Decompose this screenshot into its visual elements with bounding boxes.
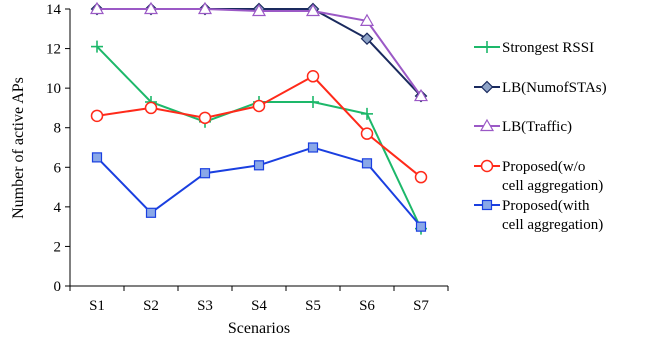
- legend-label: Proposed(with: [502, 198, 590, 214]
- data-point: [198, 111, 212, 125]
- series-2: [90, 2, 428, 103]
- data-point: [305, 3, 321, 17]
- series-line: [97, 8, 422, 97]
- x-tick-label: S4: [251, 298, 267, 314]
- y-tick-label: 0: [54, 279, 62, 295]
- series-1: [91, 40, 427, 235]
- series-line: [97, 8, 422, 97]
- y-tick-label: 2: [54, 239, 62, 255]
- series-3: [89, 1, 429, 102]
- data-point: [307, 142, 319, 153]
- data-point: [253, 160, 265, 171]
- y-tick-label: 4: [54, 200, 62, 216]
- series-line: [96, 146, 422, 228]
- legend-marker: [481, 199, 493, 211]
- legend-label: Proposed(w/o: [502, 159, 585, 175]
- y-tick-label: 12: [46, 42, 61, 58]
- legend-item: LB(NumofSTAs): [474, 80, 607, 96]
- series-5: [91, 142, 427, 232]
- y-ticks: 0 2 4 6 8 10 12 14: [46, 2, 70, 295]
- data-point: [306, 70, 320, 83]
- y-axis-title: Number of active APs: [10, 77, 27, 219]
- data-point: [199, 168, 211, 179]
- legend-label: Strongest RSSI: [502, 40, 594, 56]
- data-point: [252, 99, 266, 113]
- y-tick-label: 8: [54, 121, 62, 137]
- x-tick-label: S6: [359, 298, 375, 314]
- legend-label: LB(NumofSTAs): [502, 80, 607, 96]
- series-layer: [89, 1, 429, 235]
- y-tick-label: 10: [46, 81, 61, 97]
- data-point: [415, 221, 427, 232]
- legend-item: Strongest RSSI: [474, 40, 594, 56]
- data-point: [91, 152, 103, 163]
- legend-marker: [481, 41, 493, 53]
- x-tick-label: S7: [413, 298, 429, 314]
- data-point: [91, 40, 103, 53]
- legend-marker: [479, 118, 495, 132]
- x-tick-label: S1: [89, 298, 105, 314]
- x-axis-title: Scenarios: [228, 320, 290, 337]
- legend-item: Proposed(with cell aggregation): [474, 198, 603, 233]
- data-point: [360, 32, 374, 46]
- data-point: [359, 13, 375, 26]
- data-point: [197, 1, 213, 15]
- legend-marker: [480, 159, 494, 173]
- data-point: [251, 3, 267, 17]
- data-point: [307, 95, 319, 108]
- y-tick-label: 6: [54, 160, 62, 176]
- legend-item: Proposed(w/o cell aggregation): [474, 159, 603, 194]
- data-point: [360, 127, 374, 140]
- data-point: [414, 170, 428, 184]
- plot-area: 0 2 4 6 8 10 12 14 S1 S2 S3 S4 S5 S6 S7: [46, 1, 449, 314]
- series-4: [90, 70, 428, 184]
- legend: Strongest RSSI LB(NumofSTAs) LB(Traffic) Pr…: [474, 40, 607, 233]
- x-ticks: S1 S2 S3 S4 S5 S6 S7: [69, 286, 449, 314]
- legend-item: LB(Traffic): [474, 118, 572, 135]
- legend-label: cell aggregation): [502, 178, 603, 194]
- data-point: [89, 1, 105, 15]
- y-tick-label: 14: [46, 2, 62, 18]
- data-point: [90, 109, 104, 123]
- legend-label: cell aggregation): [502, 217, 603, 233]
- legend-label: LB(Traffic): [502, 119, 572, 135]
- legend-marker: [480, 80, 494, 94]
- data-point: [413, 88, 429, 102]
- data-point: [361, 158, 373, 169]
- data-point: [145, 207, 157, 218]
- x-tick-label: S5: [305, 298, 321, 314]
- data-point: [144, 101, 158, 115]
- x-tick-label: S3: [197, 298, 213, 314]
- x-tick-label: S2: [143, 298, 159, 314]
- data-point: [361, 107, 373, 120]
- data-point: [143, 1, 159, 15]
